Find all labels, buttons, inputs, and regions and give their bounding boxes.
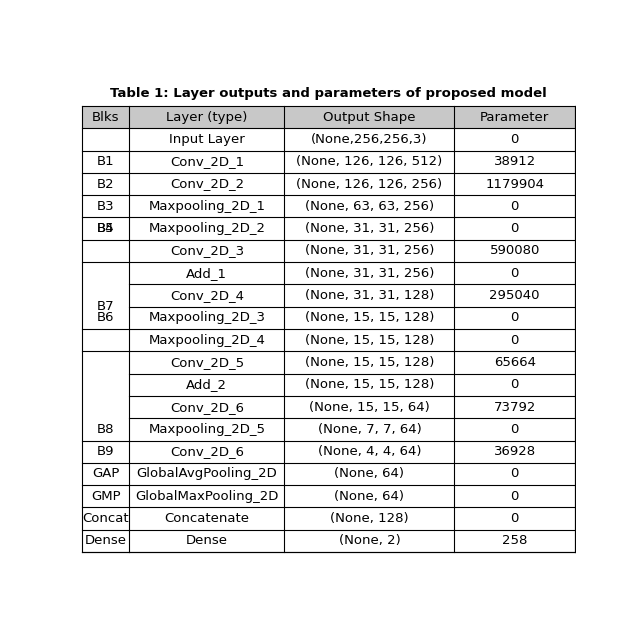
- Text: Conv_2D_4: Conv_2D_4: [170, 289, 244, 302]
- Text: B7: B7: [97, 300, 115, 313]
- Text: (None, 7, 7, 64): (None, 7, 7, 64): [317, 423, 421, 436]
- Text: Maxpooling_2D_3: Maxpooling_2D_3: [148, 312, 266, 325]
- Text: Table 1: Layer outputs and parameters of proposed model: Table 1: Layer outputs and parameters of…: [109, 87, 547, 100]
- Text: 0: 0: [511, 222, 519, 235]
- Text: 0: 0: [511, 334, 519, 346]
- Text: 73792: 73792: [493, 401, 536, 414]
- Text: (None, 63, 63, 256): (None, 63, 63, 256): [305, 200, 434, 213]
- Bar: [454, 106, 575, 128]
- Text: B1: B1: [97, 155, 115, 168]
- Text: Add_1: Add_1: [186, 267, 227, 280]
- Text: 0: 0: [511, 267, 519, 280]
- Text: (None, 64): (None, 64): [334, 490, 404, 503]
- Text: Conv_2D_2: Conv_2D_2: [170, 178, 244, 191]
- Text: (None,256,256,3): (None,256,256,3): [311, 133, 428, 146]
- Text: (None, 15, 15, 128): (None, 15, 15, 128): [305, 334, 434, 346]
- Text: (None, 126, 126, 256): (None, 126, 126, 256): [296, 178, 442, 191]
- Text: Conv_2D_5: Conv_2D_5: [170, 356, 244, 369]
- Text: (None, 128): (None, 128): [330, 512, 409, 525]
- Text: Concat: Concat: [83, 512, 129, 525]
- Text: B8: B8: [97, 423, 115, 436]
- Text: 38912: 38912: [493, 155, 536, 168]
- Text: GlobalAvgPooling_2D: GlobalAvgPooling_2D: [136, 467, 277, 480]
- Text: 65664: 65664: [493, 356, 536, 369]
- Text: 0: 0: [511, 467, 519, 480]
- Text: (None, 15, 15, 128): (None, 15, 15, 128): [305, 356, 434, 369]
- Text: Maxpooling_2D_4: Maxpooling_2D_4: [148, 334, 266, 346]
- Text: 1179904: 1179904: [485, 178, 544, 191]
- Text: Maxpooling_2D_1: Maxpooling_2D_1: [148, 200, 266, 213]
- Text: Maxpooling_2D_5: Maxpooling_2D_5: [148, 423, 266, 436]
- Text: 0: 0: [511, 423, 519, 436]
- Text: (None, 31, 31, 128): (None, 31, 31, 128): [305, 289, 434, 302]
- Text: Dense: Dense: [186, 535, 228, 548]
- Text: B2: B2: [97, 178, 115, 191]
- Text: (None, 126, 126, 512): (None, 126, 126, 512): [296, 155, 442, 168]
- Text: (None, 31, 31, 256): (None, 31, 31, 256): [305, 244, 434, 257]
- Text: 36928: 36928: [493, 445, 536, 458]
- Text: 590080: 590080: [490, 244, 540, 257]
- Text: Maxpooling_2D_2: Maxpooling_2D_2: [148, 222, 266, 235]
- Text: Layer (type): Layer (type): [166, 111, 248, 123]
- Text: 0: 0: [511, 200, 519, 213]
- Bar: [83, 106, 129, 128]
- Text: (None, 15, 15, 128): (None, 15, 15, 128): [305, 312, 434, 325]
- Text: (None, 15, 15, 128): (None, 15, 15, 128): [305, 378, 434, 391]
- Text: 258: 258: [502, 535, 527, 548]
- Bar: [129, 106, 284, 128]
- Text: GlobalMaxPooling_2D: GlobalMaxPooling_2D: [135, 490, 278, 503]
- Text: Dense: Dense: [85, 535, 127, 548]
- Text: 0: 0: [511, 312, 519, 325]
- Text: Concatenate: Concatenate: [164, 512, 250, 525]
- Text: 295040: 295040: [490, 289, 540, 302]
- Text: (None, 64): (None, 64): [334, 467, 404, 480]
- Text: Conv_2D_6: Conv_2D_6: [170, 401, 244, 414]
- Text: B6: B6: [97, 312, 115, 325]
- Text: B3: B3: [97, 200, 115, 213]
- Text: 0: 0: [511, 512, 519, 525]
- Text: Output Shape: Output Shape: [323, 111, 415, 123]
- Text: Conv_2D_1: Conv_2D_1: [170, 155, 244, 168]
- Text: 0: 0: [511, 378, 519, 391]
- Text: Conv_2D_3: Conv_2D_3: [170, 244, 244, 257]
- Text: Conv_2D_6: Conv_2D_6: [170, 445, 244, 458]
- Text: Blks: Blks: [92, 111, 120, 123]
- Text: Input Layer: Input Layer: [169, 133, 244, 146]
- Text: 0: 0: [511, 133, 519, 146]
- Text: GMP: GMP: [91, 490, 121, 503]
- Text: (None, 31, 31, 256): (None, 31, 31, 256): [305, 222, 434, 235]
- Text: (None, 2): (None, 2): [339, 535, 400, 548]
- Text: B9: B9: [97, 445, 115, 458]
- Text: B4: B4: [97, 222, 115, 235]
- Text: (None, 4, 4, 64): (None, 4, 4, 64): [317, 445, 421, 458]
- Text: (None, 31, 31, 256): (None, 31, 31, 256): [305, 267, 434, 280]
- Text: GAP: GAP: [92, 467, 120, 480]
- Bar: [284, 106, 454, 128]
- Text: (None, 15, 15, 64): (None, 15, 15, 64): [309, 401, 429, 414]
- Text: 0: 0: [511, 490, 519, 503]
- Text: Add_2: Add_2: [186, 378, 227, 391]
- Text: B5: B5: [97, 222, 115, 235]
- Text: Parameter: Parameter: [480, 111, 549, 123]
